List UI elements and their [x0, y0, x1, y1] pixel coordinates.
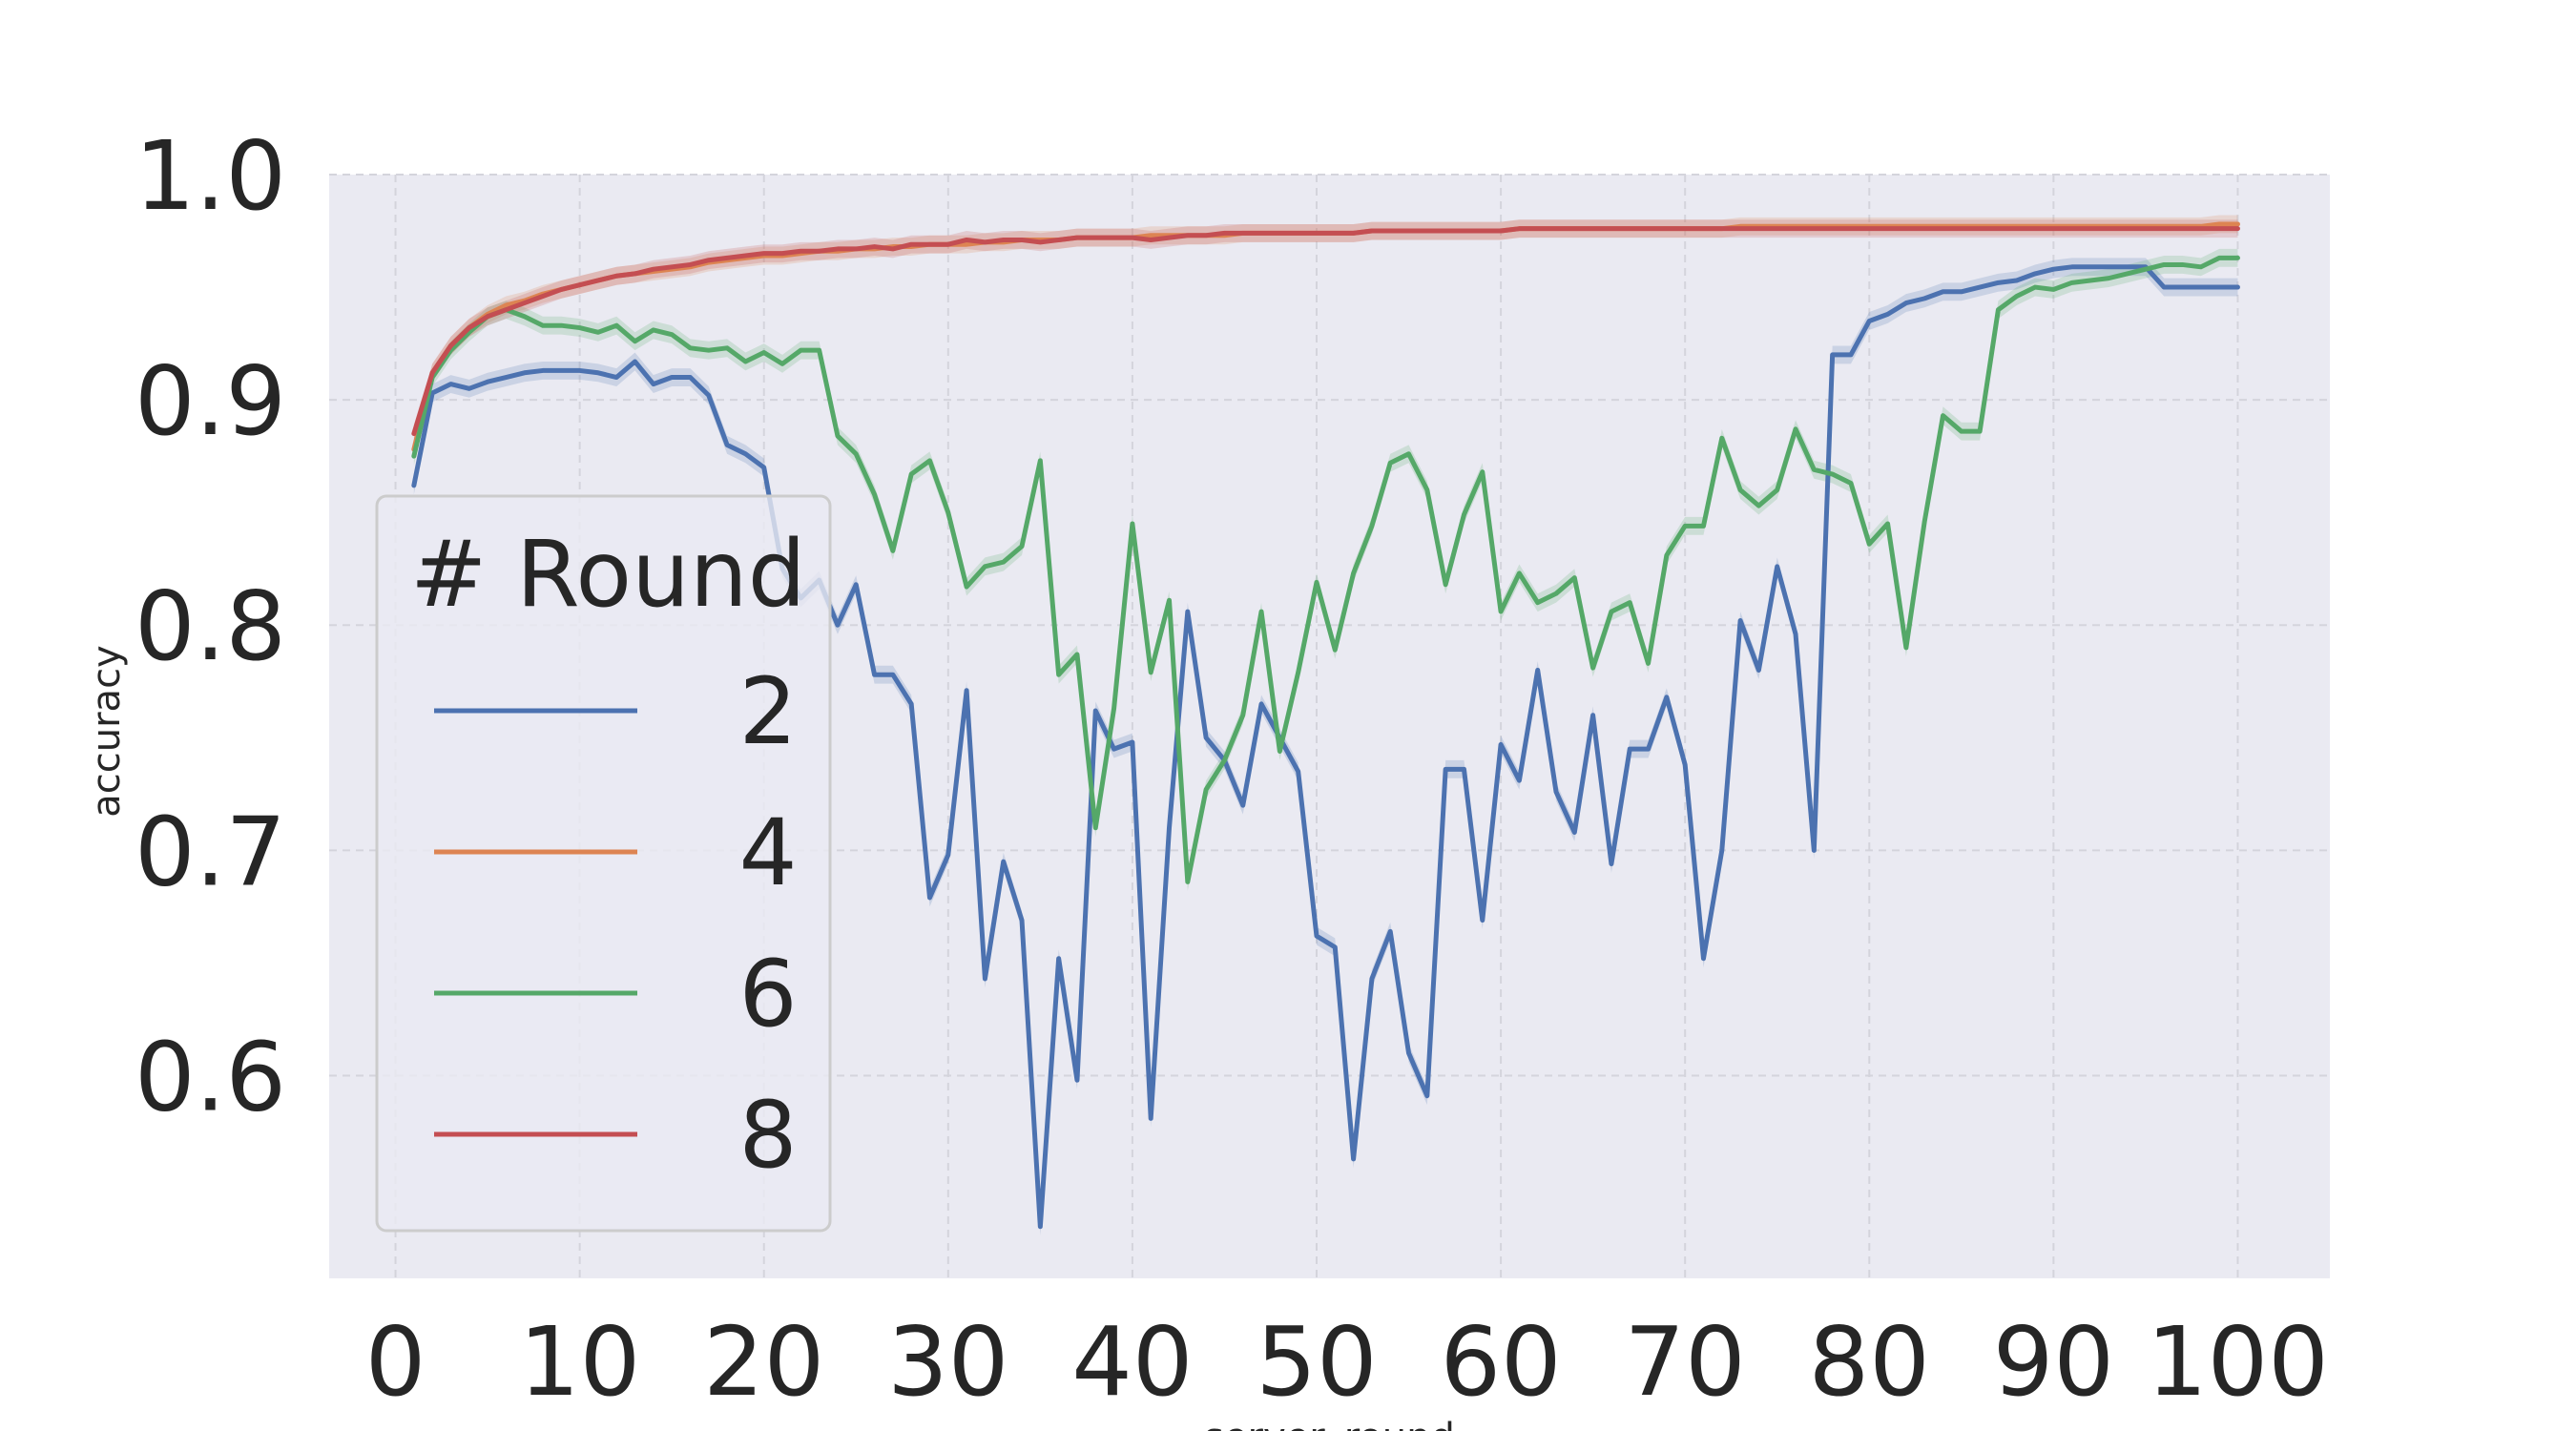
- legend-box: [375, 494, 832, 1233]
- x-tick-label: 60: [1440, 1306, 1561, 1418]
- series-lines: [411, 221, 2240, 1230]
- y-tick-labels: 0.6 0.7 0.8 0.9 1.0: [135, 120, 286, 1132]
- x-tick-label: 0: [365, 1306, 426, 1418]
- x-tick-label: 40: [1071, 1306, 1193, 1418]
- y-tick-label: 0.6: [135, 1021, 286, 1132]
- x-tick-label: 70: [1625, 1306, 1746, 1418]
- legend-label-8: 8: [738, 1082, 797, 1189]
- x-tick-label: 50: [1256, 1306, 1377, 1418]
- y-tick-label: 0.9: [135, 345, 286, 457]
- legend-label-6: 6: [738, 941, 797, 1047]
- y-axis-label: accuracy: [85, 645, 129, 817]
- x-tick-label: 30: [887, 1306, 1008, 1418]
- y-tick-label: 1.0: [135, 120, 286, 232]
- x-tick-label: 100: [2147, 1306, 2329, 1418]
- series-line-6: [411, 255, 2240, 884]
- legend: # Round 2 4 6 8: [375, 494, 832, 1233]
- series-line-8: [411, 226, 2240, 437]
- legend-title: # Round: [410, 521, 806, 628]
- x-tick-label: 90: [1993, 1306, 2114, 1418]
- x-tick-labels: 0 10 20 30 40 50 60 70 80 90 100: [365, 1306, 2329, 1418]
- x-tick-label: 20: [703, 1306, 824, 1418]
- x-tick-label: 10: [519, 1306, 640, 1418]
- x-tick-label: 80: [1809, 1306, 1930, 1418]
- legend-label-4: 4: [738, 799, 797, 906]
- y-tick-label: 0.7: [135, 796, 286, 907]
- x-axis-label: server_round: [1204, 1416, 1455, 1431]
- legend-entries: 2 4 6 8: [434, 658, 798, 1189]
- y-tick-label: 0.8: [135, 570, 286, 682]
- legend-label-2: 2: [738, 658, 797, 765]
- series-line-2: [411, 264, 2240, 1230]
